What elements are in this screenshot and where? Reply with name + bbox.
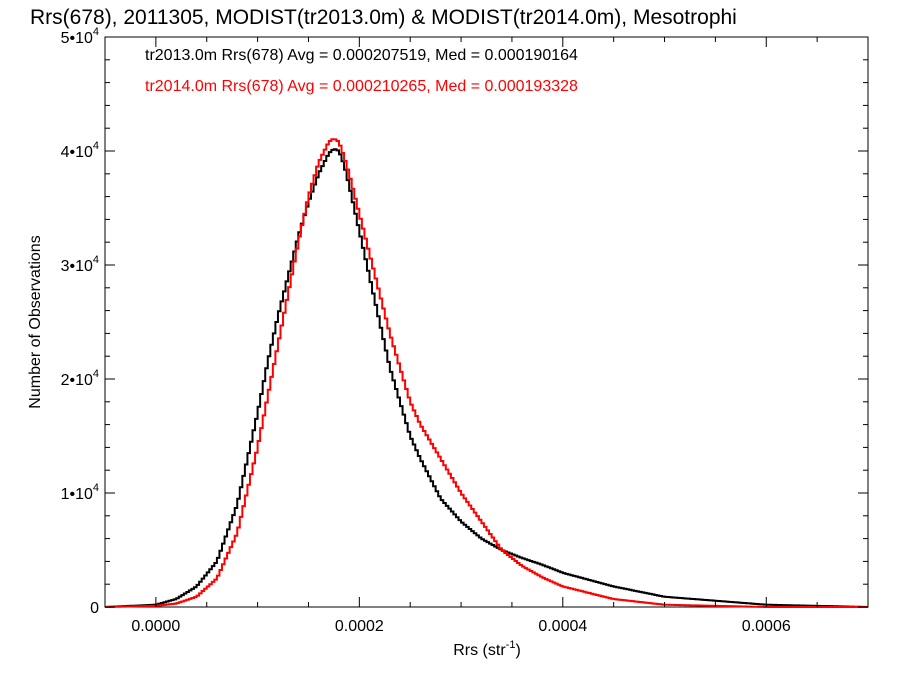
x-axis-label-superscript: -1: [506, 639, 516, 651]
x-axis-label-close: ): [515, 642, 520, 659]
plot-frame: [104, 36, 869, 608]
x-tick-label: 0.0004: [538, 618, 587, 635]
x-tick-label: 0.0000: [131, 618, 180, 635]
x-tick-label: 0.0002: [335, 618, 384, 635]
annotation-tr2014: tr2014.0m Rrs(678) Avg = 0.000210265, Me…: [145, 78, 578, 95]
x-tick-label: 0.0006: [742, 618, 791, 635]
x-tick-layer: 0.0000 0.0002 0.0004 0.0006: [104, 37, 869, 635]
y-tick-label: 2•104: [61, 368, 99, 389]
y-tick-label: 4•104: [61, 140, 99, 161]
histogram-series-tr2013: [105, 148, 868, 608]
x-axis-label-main: Rrs (str: [453, 642, 506, 659]
x-axis-label: Rrs (str-1): [453, 639, 521, 659]
series-layer: [105, 138, 868, 608]
y-tick-layer: 0 1•104 2•104 3•104 4•104 5•104: [61, 26, 868, 617]
histogram-series-tr2014: [105, 138, 868, 608]
y-tick-label: 5•104: [61, 26, 99, 47]
y-tick-label: 1•104: [61, 482, 99, 503]
annotation-tr2013: tr2013.0m Rrs(678) Avg = 0.000207519, Me…: [145, 47, 578, 64]
y-tick-label: 0: [90, 600, 99, 617]
chart-title: Rrs(678), 2011305, MODIST(tr2013.0m) & M…: [30, 6, 737, 29]
y-axis-label: Number of Observations: [27, 235, 44, 408]
y-tick-label: 3•104: [61, 254, 99, 275]
